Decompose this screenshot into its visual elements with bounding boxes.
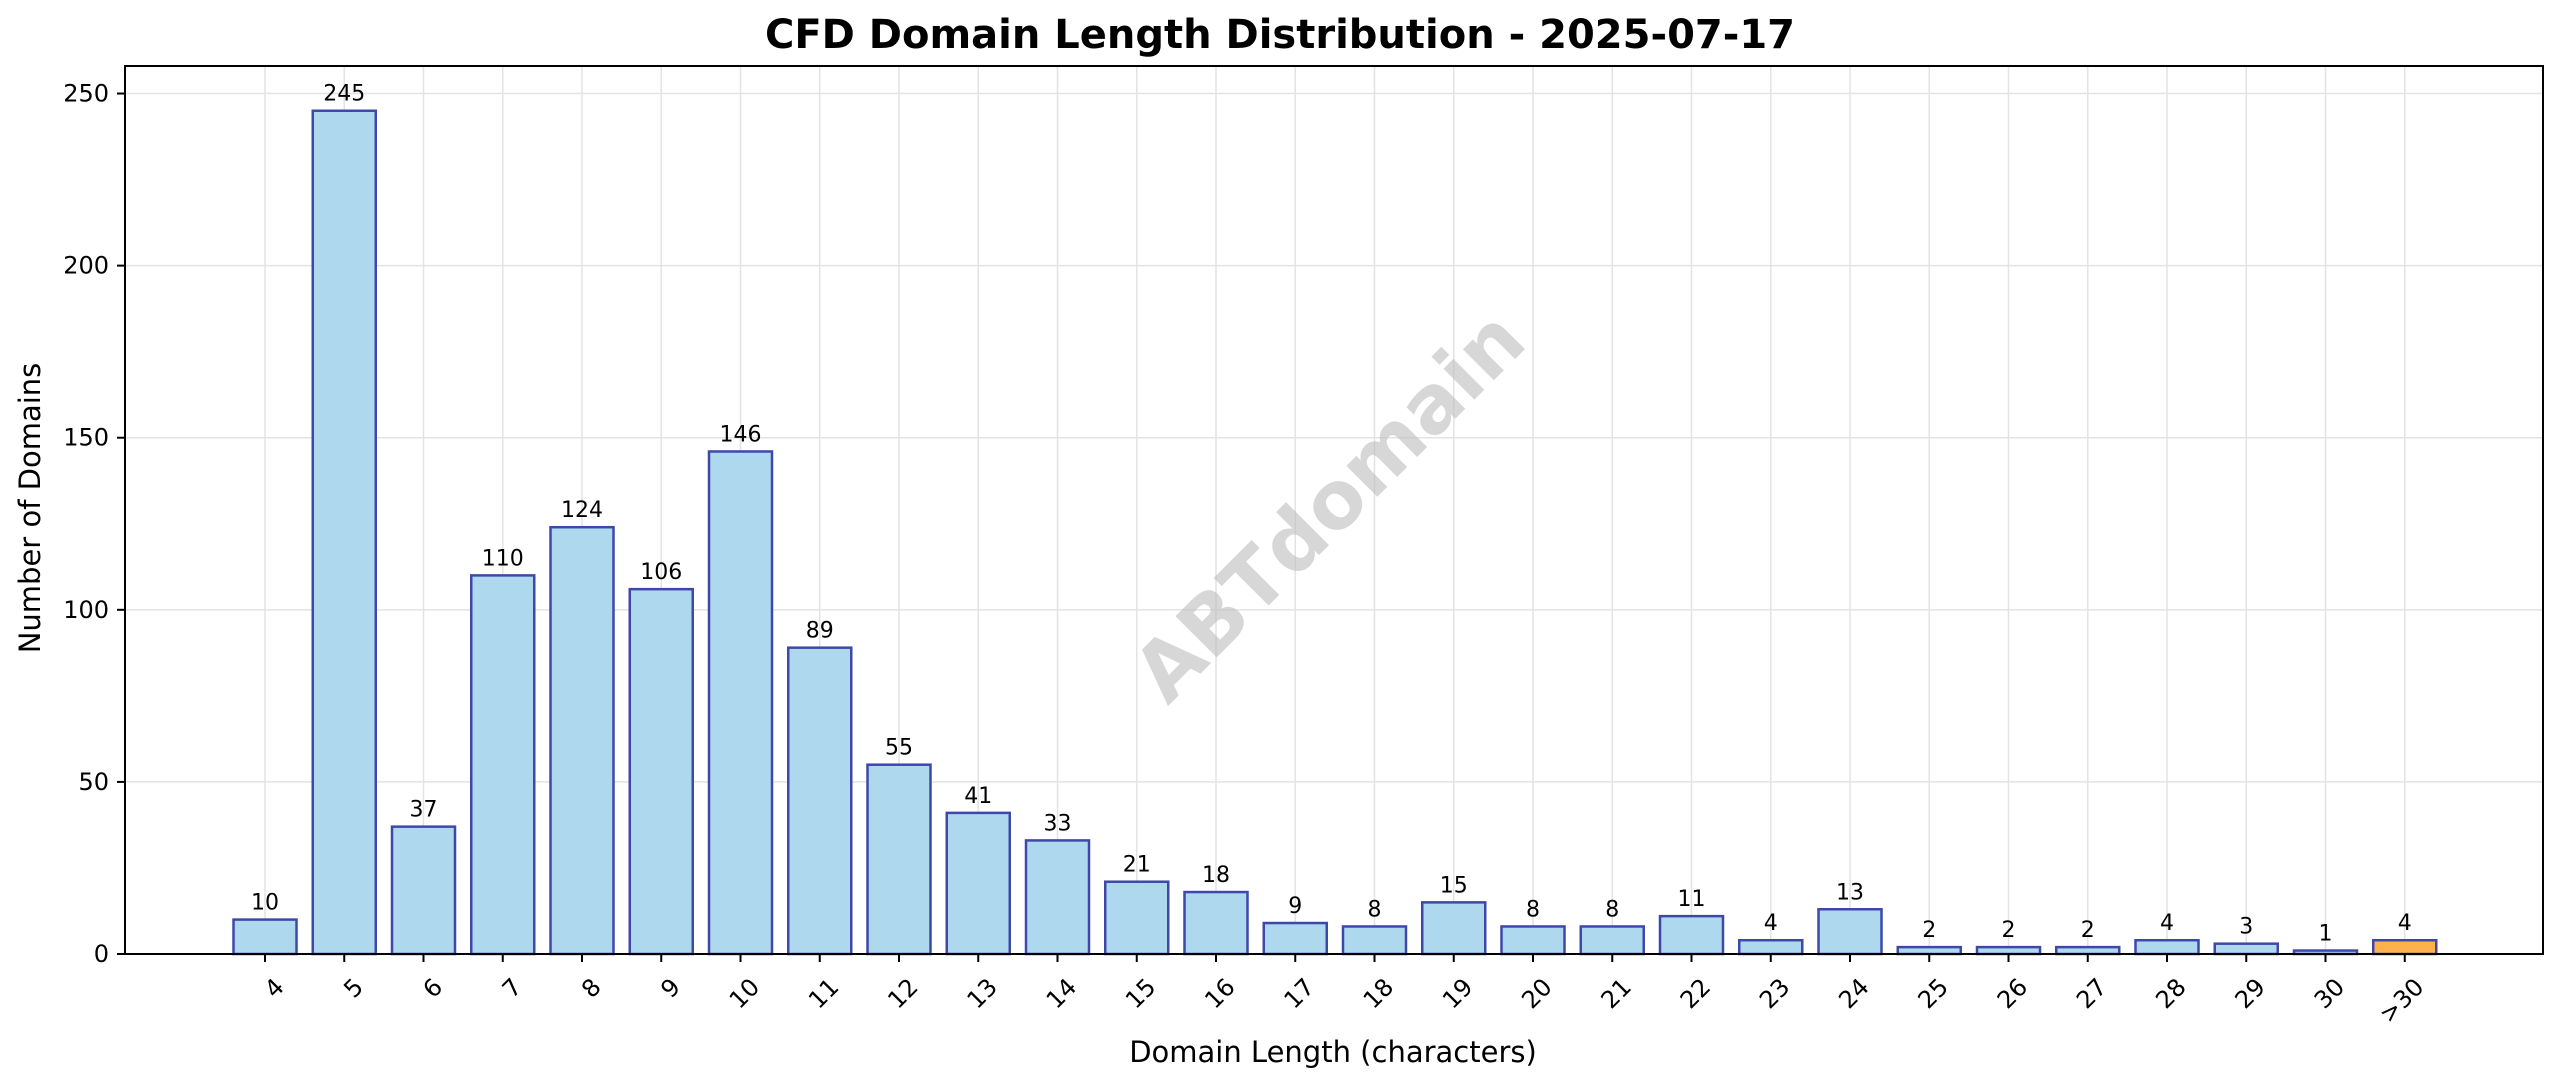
bar-6 — [390, 825, 457, 956]
y-tick-label: 100 — [63, 596, 109, 624]
x-tick-label: 28 — [2150, 973, 2191, 1014]
bar-18 — [1341, 925, 1408, 956]
x-tick-label: 21 — [1596, 973, 1637, 1014]
bar-14 — [1024, 839, 1091, 956]
bar-11 — [787, 646, 853, 956]
x-tick-label: 5 — [338, 973, 369, 1004]
y-tick-label: 200 — [63, 252, 109, 280]
bar-8 — [549, 525, 615, 956]
bar-value-label: 89 — [806, 619, 834, 644]
bar-29 — [2213, 942, 2279, 956]
bar-value-label: 106 — [640, 560, 682, 585]
bar-9 — [628, 587, 694, 956]
bar-21 — [1579, 925, 1645, 956]
bar-19 — [1421, 901, 1487, 956]
x-tick-label: 6 — [418, 973, 449, 1004]
x-tick-label: >30 — [2374, 973, 2430, 1029]
bar-value-label: 2 — [2081, 918, 2095, 943]
plot-frame — [124, 65, 2544, 955]
bar-15 — [1104, 880, 1170, 956]
bar-16 — [1183, 890, 1249, 956]
bar-value-label: 3 — [2239, 915, 2253, 940]
x-tick-label: 15 — [1120, 973, 1161, 1014]
x-tick-label: 13 — [962, 973, 1003, 1014]
bar-value-label: 2 — [1922, 918, 1936, 943]
bar-5 — [311, 109, 377, 956]
x-axis-ticks: 4 5 6 7 8 9 10 11 12 13 14 15 16 17 18 19 20 21 22 23 24 25 26… — [259, 954, 2429, 1029]
bar-value-label: 10 — [251, 891, 279, 916]
bar-10 — [707, 450, 774, 956]
y-tick-label: 0 — [94, 940, 109, 968]
bar-7 — [470, 574, 536, 956]
x-tick-label: 17 — [1279, 973, 1320, 1014]
bar-value-label: 15 — [1440, 873, 1468, 898]
bar-value-label: 21 — [1123, 853, 1151, 878]
bar-12 — [866, 763, 932, 956]
bar-value-label: 37 — [410, 798, 438, 823]
bar-26 — [1975, 945, 2042, 956]
x-tick-label: 20 — [1516, 973, 1557, 1014]
bar-value-label: 245 — [323, 82, 365, 107]
bar-value-label: 2 — [2002, 918, 2016, 943]
x-tick-label: 8 — [576, 973, 607, 1004]
bar-22 — [1658, 914, 1725, 956]
bar-28 — [2134, 938, 2200, 956]
bar-value-label: 18 — [1202, 863, 1230, 888]
chart-title: CFD Domain Length Distribution - 2025-07… — [765, 12, 1795, 58]
y-axis-ticks: 0 50 100 150 200 250 — [63, 80, 125, 968]
bar-value-label: 11 — [1678, 887, 1706, 912]
bar-value-label: 4 — [1764, 911, 1778, 936]
bar-value-label: 4 — [2160, 911, 2174, 936]
bar-23 — [1738, 938, 1804, 956]
y-axis-label: Number of Domains — [13, 363, 47, 654]
x-tick-label: 7 — [497, 973, 528, 1004]
bar-value-label: 55 — [885, 736, 913, 761]
x-tick-label: 29 — [2230, 973, 2271, 1014]
y-tick-label: 150 — [63, 424, 109, 452]
x-tick-label: 4 — [259, 973, 290, 1004]
x-tick-label: 12 — [882, 973, 923, 1014]
bar-27 — [2055, 945, 2121, 956]
x-tick-label: 9 — [655, 973, 686, 1004]
bar-value-label: 9 — [1288, 894, 1302, 919]
bar-value-label: 124 — [561, 498, 603, 523]
bar-value-label: 41 — [964, 784, 992, 809]
bar-value-label: 4 — [2398, 911, 2412, 936]
y-tick-label: 250 — [63, 80, 109, 108]
bar-value-label: 13 — [1836, 880, 1864, 905]
y-tick-label: 50 — [78, 768, 109, 796]
bar-4 — [232, 918, 298, 956]
watermark-text: ABTdomain — [1115, 292, 1542, 719]
bar-value-label: 8 — [1368, 897, 1382, 922]
bar-value-label: 110 — [482, 546, 524, 571]
x-tick-label: 22 — [1675, 973, 1716, 1014]
bar->30 — [2372, 938, 2438, 956]
x-tick-label: 27 — [2071, 973, 2112, 1014]
x-tick-label: 10 — [724, 973, 765, 1014]
x-tick-label: 26 — [1992, 973, 2033, 1014]
bar-17 — [1262, 921, 1328, 956]
bar-25 — [1896, 945, 1962, 956]
bar-20 — [1500, 925, 1566, 956]
x-tick-label: 16 — [1199, 973, 1240, 1014]
x-tick-label: 14 — [1041, 973, 1082, 1014]
x-tick-label: 19 — [1437, 973, 1478, 1014]
bar-value-label: 33 — [1044, 811, 1072, 836]
x-tick-label: 23 — [1754, 973, 1795, 1014]
bar-13 — [945, 811, 1011, 956]
bar-value-label: 8 — [1605, 897, 1619, 922]
x-axis-label: Domain Length (characters) — [1129, 1035, 1537, 1069]
x-tick-label: 11 — [803, 973, 844, 1014]
x-tick-label: 18 — [1358, 973, 1399, 1014]
x-tick-label: 24 — [1833, 973, 1874, 1014]
x-tick-label: 25 — [1913, 973, 1954, 1014]
x-tick-label: 30 — [2309, 973, 2350, 1014]
bar-value-label: 1 — [2319, 922, 2333, 947]
bar-value-label: 146 — [720, 422, 762, 447]
bar-24 — [1817, 908, 1883, 956]
bar-value-label: 8 — [1526, 897, 1540, 922]
